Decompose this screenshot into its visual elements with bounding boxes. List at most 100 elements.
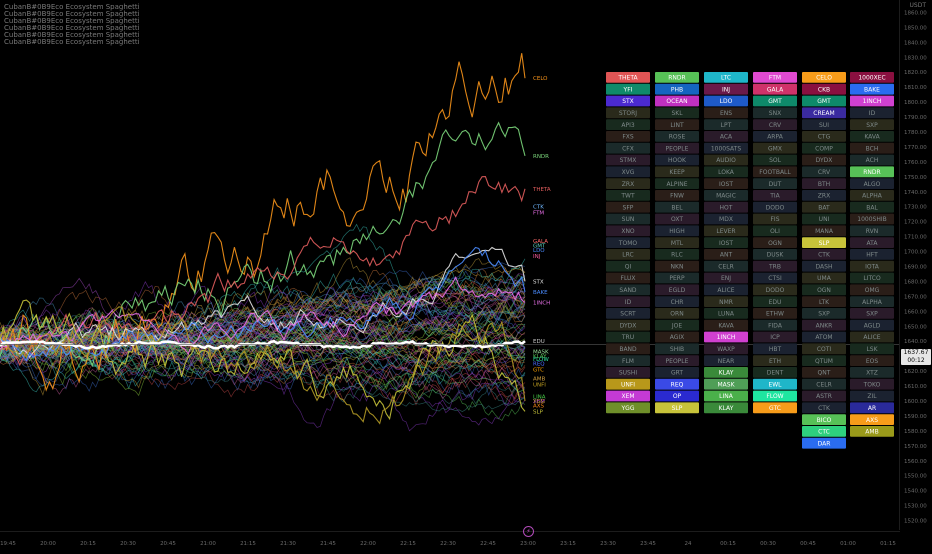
table-cell-label: CTG: [818, 134, 831, 141]
series-end-label: UNFI: [533, 383, 546, 389]
series-line-rndr: [0, 121, 526, 368]
price-tick-label: 1590.00: [904, 414, 927, 420]
table-cell-label: ZIL: [867, 393, 877, 400]
table-cell: [753, 83, 797, 95]
series-line: [0, 273, 526, 363]
legend-line[interactable]: CubanB#0B9Eco Ecosystem Spaghetti: [4, 17, 140, 25]
table-cell-label: DODO: [766, 204, 785, 211]
series-end-label: YGG: [532, 399, 545, 405]
table-cell-label: ALICE: [717, 287, 734, 294]
series-line: [0, 346, 526, 392]
table-cell: [850, 249, 894, 260]
table-cell: [802, 319, 846, 331]
table-cell-label: PEOPLE: [666, 145, 689, 152]
series-end-label: LDO: [533, 248, 545, 254]
table-cell-label: ROSE: [669, 134, 686, 141]
price-tick-label: 1800.00: [904, 100, 927, 106]
price-tick-label: 1790.00: [904, 115, 927, 121]
table-cell: [802, 154, 846, 166]
table-cell: [606, 367, 650, 378]
table-cell-label: TIA: [769, 193, 780, 200]
table-cell: [655, 367, 699, 378]
table-cell-label: LEVER: [716, 228, 735, 235]
price-tick-label: 1540.00: [904, 489, 927, 495]
table-cell-label: CTSI: [768, 275, 782, 282]
table-cell-label: ID: [869, 110, 876, 117]
legend-line[interactable]: CubanB#0B9Eco Ecosystem Spaghetti: [4, 10, 140, 18]
table-cell-label: UNI: [819, 216, 830, 223]
table-cell-label: GTC: [769, 405, 781, 412]
time-axis[interactable]: [0, 531, 900, 550]
table-cell-label: TOMO: [618, 240, 638, 247]
table-cell-label: LINA: [719, 393, 734, 400]
tradingview-logo-icon[interactable]: ⚡: [523, 526, 534, 537]
table-cell: [753, 95, 797, 107]
series-line-stx: [0, 246, 526, 359]
series-line: [0, 312, 526, 405]
table-cell: [606, 107, 650, 119]
table-cell: [704, 331, 748, 343]
table-cell: [753, 72, 797, 83]
price-axis[interactable]: USDT 1637.67 00:12: [899, 0, 932, 530]
table-cell: [802, 426, 846, 437]
table-cell: [606, 225, 650, 237]
legend-line[interactable]: CubanB#0B9Eco Ecosystem Spaghetti: [4, 31, 140, 39]
table-cell: [753, 119, 797, 130]
table-cell-label: YGG: [621, 405, 635, 412]
table-cell: [704, 308, 748, 319]
legend-line[interactable]: CubanB#0B9Eco Ecosystem Spaghetti: [4, 3, 140, 11]
table-cell-label: CTC: [818, 429, 830, 436]
table-cell: [753, 355, 797, 366]
table-cell: [850, 201, 894, 213]
table-cell-label: NEAR: [718, 358, 735, 365]
table-cell: [606, 249, 650, 260]
series-line: [0, 276, 526, 351]
table-cell: [704, 225, 748, 237]
series-line-bake: [0, 246, 526, 362]
table-cell: [655, 272, 699, 284]
table-cell: [802, 201, 846, 213]
time-tick-label: 20:30: [120, 541, 136, 547]
price-tick-label: 1710.00: [904, 235, 927, 241]
table-cell: [753, 272, 797, 284]
table-cell: [802, 437, 846, 449]
table-cell-label: AUDIO: [716, 157, 736, 164]
time-tick-label: 24: [685, 541, 692, 547]
table-cell: [802, 142, 846, 154]
table-cell-label: BAKE: [864, 86, 880, 93]
table-cell-label: AGIX: [670, 334, 685, 341]
table-cell-label: 1000SHIB: [857, 216, 886, 223]
table-cell: [704, 355, 748, 366]
legend-line[interactable]: CubanB#0B9Eco Ecosystem Spaghetti: [4, 24, 140, 32]
table-cell-label: SXP: [866, 122, 878, 129]
price-tick-label: 1550.00: [904, 474, 927, 480]
series-end-label: AXS: [533, 404, 545, 410]
price-tick-label: 1810.00: [904, 85, 927, 91]
price-tick-label: 1850.00: [904, 25, 927, 31]
legend-line[interactable]: CubanB#0B9Eco Ecosystem Spaghetti: [4, 38, 140, 46]
table-cell: [655, 284, 699, 296]
table-cell: [606, 260, 650, 272]
table-cell: [704, 272, 748, 284]
table-cell: [704, 107, 748, 119]
table-cell: [802, 107, 846, 119]
table-cell: [655, 343, 699, 355]
table-cell: [606, 331, 650, 343]
time-tick-label: 00:45: [800, 541, 816, 547]
indicator-legend: CubanB#0B9Eco Ecosystem Spaghetti CubanB…: [4, 4, 140, 46]
table-cell: [655, 131, 699, 142]
table-cell-label: RVN: [866, 228, 878, 235]
table-cell-label: API3: [621, 122, 634, 129]
table-cell-label: BAND: [619, 346, 637, 353]
table-cell-label: DENT: [767, 370, 784, 377]
table-cell: [753, 131, 797, 142]
table-cell-label: DYDX: [816, 157, 833, 164]
table-cell: [655, 402, 699, 414]
table-cell: [606, 190, 650, 201]
table-cell: [850, 107, 894, 119]
table-cell-label: CELR: [718, 263, 734, 270]
table-cell-label: BCH: [866, 145, 879, 152]
time-tick-label: 01:00: [840, 541, 856, 547]
